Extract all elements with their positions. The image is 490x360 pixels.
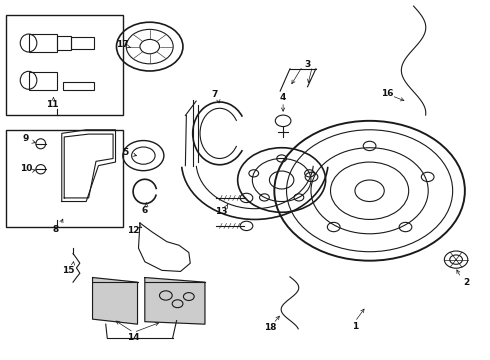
Text: 5: 5 bbox=[122, 148, 128, 157]
Text: 2: 2 bbox=[463, 278, 469, 287]
Polygon shape bbox=[93, 278, 138, 324]
Text: 15: 15 bbox=[62, 266, 74, 275]
Text: 6: 6 bbox=[142, 206, 148, 215]
Bar bbox=[28, 35, 57, 51]
Bar bbox=[5, 15, 123, 116]
Text: 16: 16 bbox=[381, 89, 394, 98]
Text: 4: 4 bbox=[280, 93, 286, 102]
Text: 13: 13 bbox=[215, 207, 228, 216]
Bar bbox=[28, 72, 57, 90]
Bar bbox=[5, 130, 123, 226]
Text: 3: 3 bbox=[304, 60, 311, 69]
Text: 11: 11 bbox=[46, 100, 58, 109]
Text: 12: 12 bbox=[127, 226, 140, 235]
Text: 14: 14 bbox=[127, 333, 140, 342]
Bar bbox=[63, 82, 94, 90]
Text: 8: 8 bbox=[52, 225, 58, 234]
Polygon shape bbox=[145, 278, 205, 324]
Text: 18: 18 bbox=[264, 323, 277, 332]
Bar bbox=[71, 37, 94, 49]
Text: 17: 17 bbox=[116, 40, 128, 49]
Text: 1: 1 bbox=[352, 322, 358, 331]
Text: 10: 10 bbox=[20, 164, 32, 173]
Text: 7: 7 bbox=[212, 90, 218, 99]
Bar bbox=[57, 36, 71, 50]
Text: 9: 9 bbox=[23, 134, 29, 143]
